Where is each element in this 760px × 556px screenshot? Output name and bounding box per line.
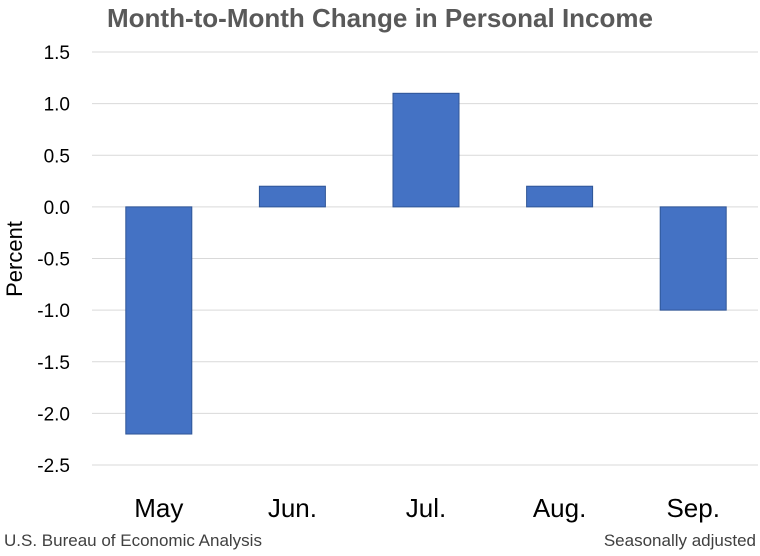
bar-sep — [659, 206, 727, 311]
y-tick-label: -0.5 — [37, 250, 70, 271]
x-category-label: Jul. — [406, 493, 446, 523]
x-category-label: Sep. — [666, 493, 720, 523]
y-tick-label: -1.0 — [37, 301, 70, 322]
x-category-label: May — [134, 493, 183, 523]
bar-aug — [526, 185, 594, 208]
chart-title: Month-to-Month Change in Personal Income — [107, 3, 653, 33]
x-category-label: Aug. — [533, 493, 587, 523]
bar-jul — [392, 92, 460, 208]
source-note: U.S. Bureau of Economic Analysis — [4, 531, 262, 550]
y-tick-label: -1.5 — [37, 353, 70, 374]
y-tick-label: 0.5 — [44, 146, 70, 167]
y-tick-label: 0.0 — [44, 198, 70, 219]
y-axis-title: Percent — [2, 221, 27, 297]
x-axis-categories: May Jun. Jul. Aug. Sep. — [134, 493, 720, 523]
y-tick-label: 1.5 — [44, 43, 70, 64]
bar-jun — [258, 185, 326, 208]
y-tick-label: 1.0 — [44, 95, 70, 116]
seasonally-adjusted-note: Seasonally adjusted — [603, 531, 756, 550]
y-tick-label: -2.5 — [37, 456, 70, 477]
y-tick-label: -2.0 — [37, 404, 70, 425]
bars — [125, 92, 727, 435]
y-axis-ticks: 1.5 1.0 0.5 0.0 -0.5 -1.0 -1.5 -2.0 -2.5 — [37, 43, 70, 477]
x-category-label: Jun. — [268, 493, 317, 523]
bar-may — [125, 206, 193, 435]
